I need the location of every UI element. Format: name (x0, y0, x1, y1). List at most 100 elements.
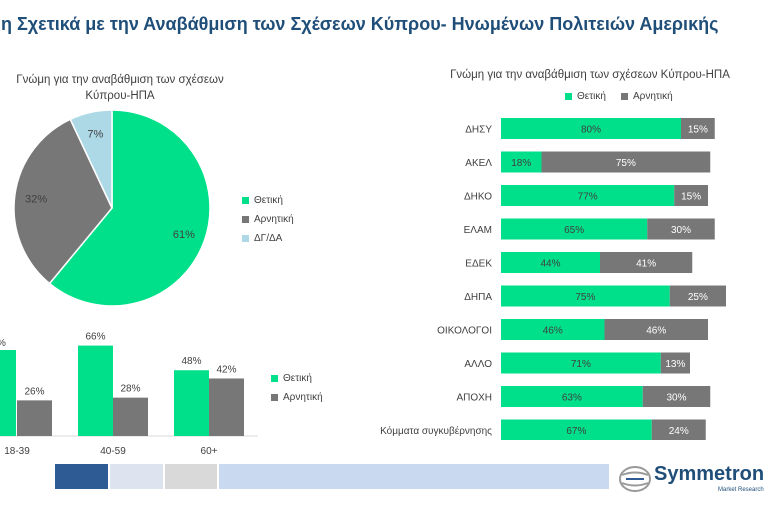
party-category-label: ΑΚΕΛ (465, 158, 492, 169)
age-category-label: 60+ (201, 446, 218, 457)
legend-swatch (271, 374, 278, 382)
age-legend-negative: Αρνητική (271, 392, 323, 403)
party-category-label: ΔΗΣΥ (465, 125, 492, 136)
age-category-label: 18-39 (4, 446, 30, 457)
pie-legend-positive: Θετική (242, 195, 283, 206)
party-bar-label: 15% (688, 125, 708, 136)
legend-label: Θετική (577, 91, 606, 102)
age-bar-label: 26% (24, 386, 44, 397)
legend-label: Αρνητική (633, 91, 673, 102)
party-bar-1-4 (600, 252, 693, 273)
legend-swatch (271, 393, 278, 401)
party-bar-1-9 (651, 419, 706, 440)
party-bar-label: 30% (671, 225, 691, 236)
party-bar-label: 77% (578, 192, 598, 203)
party-legend-positive: Θετική (565, 91, 606, 102)
party-category-label: Κόμματα συγκυβέρνησης (380, 425, 492, 437)
symmetron-logo: Symmetron Market Research (618, 462, 780, 496)
pie-title-line1: Γνώμη για την αναβάθμιση των σχέσεων (16, 74, 224, 86)
pie-legend-negative: Αρνητική (242, 214, 294, 225)
party-bar-label: 18% (511, 158, 531, 169)
party-category-label: ΔΗΠΑ (464, 292, 492, 303)
party-bar-0-1 (501, 151, 542, 173)
party-bar-1-2 (674, 185, 708, 206)
party-category-label: ΕΔΕΚ (465, 259, 492, 270)
pie-slice-0 (48, 109, 211, 307)
party-bar-label: 67% (566, 426, 586, 437)
pie-title-line2: Κύπρου-ΗΠΑ (85, 90, 155, 102)
legend-label: ΔΓ/ΔΑ (254, 233, 283, 244)
pie-slice-label: 32% (25, 193, 47, 205)
party-bar-label: 80% (581, 125, 601, 136)
party-bar-0-5 (501, 285, 670, 307)
party-bar-0-3 (501, 218, 648, 240)
age-bar-label: % (0, 338, 6, 349)
party-bar-1-3 (647, 218, 715, 240)
legend-label: Αρνητική (283, 392, 323, 403)
pie-slice-1 (13, 118, 113, 285)
symmetron-logo-icon (619, 466, 651, 492)
logo-name: Symmetron (654, 463, 765, 485)
age-bar-label: 42% (216, 364, 236, 375)
age-bar-label: 28% (120, 384, 140, 395)
party-bar-1-1 (541, 151, 711, 173)
pie-chart: 61% 32% 7% (13, 109, 211, 307)
age-bar-1-0 (17, 400, 52, 436)
party-bar-1-0 (681, 118, 715, 139)
party-bar-label: 75% (616, 158, 636, 169)
pie-legend-dkna: ΔΓ/ΔΑ (242, 233, 282, 244)
pie-slice-label: 61% (173, 229, 195, 241)
page-title: μη Σχετικά με την Αναβάθμιση των Σχέσεων… (0, 14, 719, 34)
legend-label: Θετική (283, 373, 312, 384)
age-bar-1-1 (113, 397, 148, 436)
age-category-label: 40-59 (100, 446, 126, 457)
legend-swatch (242, 234, 249, 242)
party-bar-0-0 (501, 118, 681, 139)
party-bar-label: 46% (543, 326, 563, 337)
age-bar-0-2 (174, 370, 209, 436)
age-bar-label: 48% (181, 356, 201, 367)
party-bar-label: 65% (564, 225, 584, 236)
party-bar-0-4 (501, 252, 600, 273)
party-bar-1-5 (669, 285, 726, 307)
party-bar-label: 15% (681, 192, 701, 203)
party-category-label: ΕΛΑΜ (464, 225, 492, 236)
party-category-label: ΟΙΚΟΛΟΓΟΙ (437, 326, 492, 337)
party-bar-label: 63% (562, 393, 582, 404)
party-bar-1-7 (660, 352, 690, 374)
pie-slice-label: 7% (87, 128, 103, 140)
party-bar-1-8 (642, 386, 711, 407)
age-bar-0-0 (0, 350, 16, 436)
age-bar-label: 66% (85, 332, 105, 343)
age-bar-1-2 (209, 378, 244, 436)
legend-swatch (242, 215, 249, 223)
age-bar-0-1 (78, 345, 113, 436)
logo-subtitle: Market Research (718, 487, 764, 493)
party-chart-title: Γνώμη για την αναβάθμιση των σχέσεων Κύπ… (450, 69, 730, 81)
party-bar-label: 30% (666, 393, 686, 404)
age-legend: Θετική Αρνητική (271, 373, 351, 409)
footer-bar-3 (165, 464, 217, 489)
party-bar-0-6 (501, 319, 605, 340)
party-bar-0-8 (501, 386, 643, 407)
age-bar-chart: % 26% 18-39 66% 28% 40-59 48% 42% 60+ (0, 332, 258, 457)
pie-chart-title: Γνώμη για την αναβάθμιση των σχέσεων Κύπ… (0, 72, 240, 104)
party-bar-label: 25% (688, 292, 708, 303)
party-bar-label: 75% (575, 292, 595, 303)
party-category-label: ΑΛΛΟ (464, 359, 492, 370)
pie-legend: Θετική Αρνητική ΔΓ/ΔΑ (242, 195, 332, 250)
party-legend-negative: Αρνητική (621, 91, 673, 102)
party-bar-0-2 (501, 185, 675, 206)
party-bar-0-9 (501, 419, 652, 440)
party-bar-1-6 (604, 319, 708, 340)
footer-bar-4 (219, 464, 609, 489)
party-bar-label: 44% (540, 259, 560, 270)
legend-swatch (565, 92, 572, 100)
party-bar-chart: ΔΗΣΥ 80% 15% ΑΚΕΛ 18% 75% ΔΗΚΟ 77% 15% ΕΛΑΜ 65% 30%… (380, 118, 726, 440)
party-legend: Θετική Αρνητική (565, 91, 705, 105)
legend-swatch (242, 196, 249, 204)
party-bar-label: 41% (636, 259, 656, 270)
party-bar-label: 71% (571, 359, 591, 370)
legend-label: Θετική (254, 195, 283, 206)
party-bar-label: 24% (669, 426, 689, 437)
